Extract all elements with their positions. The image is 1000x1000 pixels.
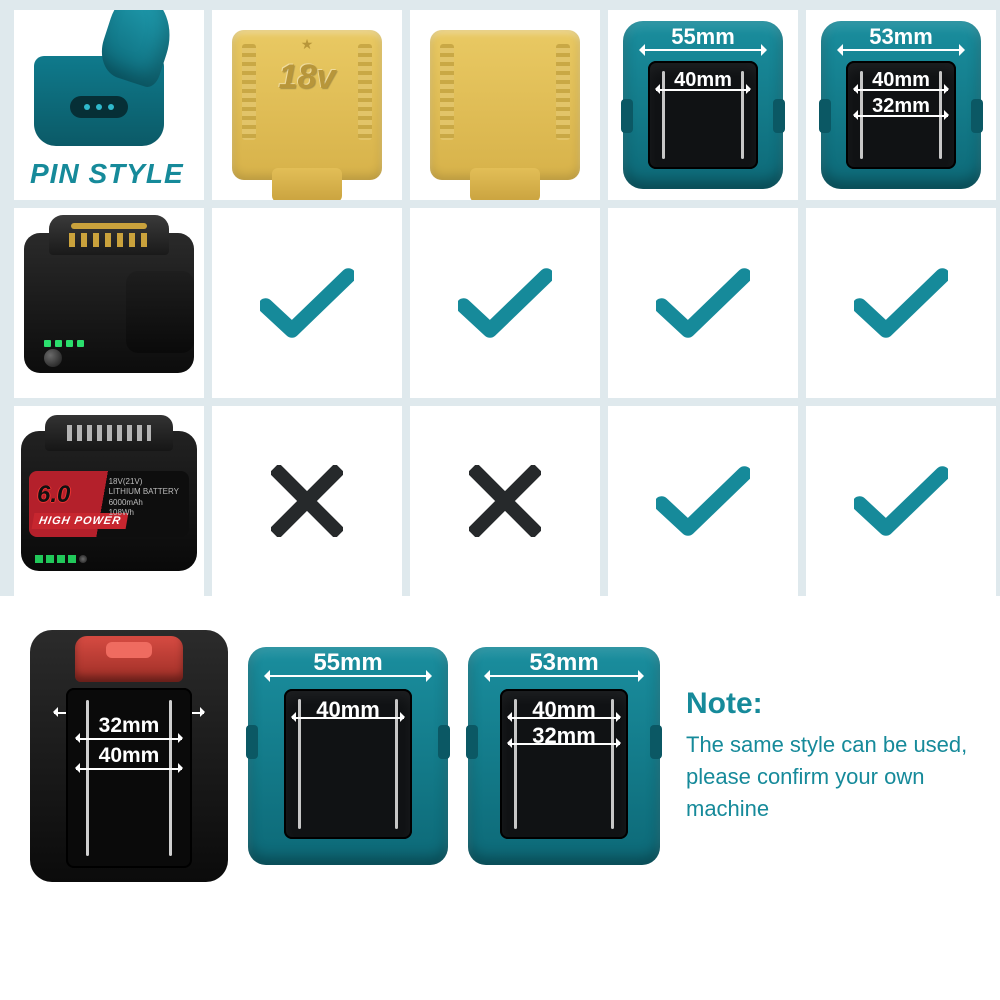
dimension-label: 32mm: [872, 95, 930, 117]
header-yellow-adapter-1: ★ 18v: [212, 10, 402, 200]
dimension-label: 40mm: [674, 69, 732, 91]
capacity-badge: 6.0: [37, 481, 70, 509]
compat-cell: [410, 208, 600, 398]
check-icon: [260, 268, 354, 338]
battery-clip: [75, 636, 183, 682]
detail-adapter-a: 55mm 40mm: [248, 647, 448, 865]
compat-cell: [608, 406, 798, 596]
battery-highpower: 6.0 HIGH POWER 18V(21V) LITHIUM BATTERY …: [21, 431, 197, 571]
tool-illustration: [34, 56, 164, 146]
compat-cell: [608, 208, 798, 398]
detail-battery: 60mm 32mm 40mm: [30, 630, 228, 882]
check-icon: [854, 268, 948, 338]
dimension-label: 40mm: [872, 69, 930, 91]
compat-cell: [212, 406, 402, 596]
check-icon: [656, 268, 750, 338]
cross-icon: [271, 465, 343, 537]
compat-cell: [212, 208, 402, 398]
header-tool: PIN STYLE: [14, 10, 204, 200]
star-icon: ★: [301, 36, 314, 53]
dimension-label: 53mm: [529, 649, 598, 676]
voltage-label: 18v: [232, 58, 382, 97]
header-teal-adapter-a: 55mm 40mm: [608, 10, 798, 200]
check-icon: [458, 268, 552, 338]
note-block: Note: The same style can be used, please…: [680, 687, 972, 825]
check-icon: [854, 466, 948, 536]
dimension-label: 55mm: [671, 24, 735, 49]
battery-spec-label: 18V(21V) LITHIUM BATTERY 6000mAh 108Wh: [109, 477, 179, 519]
yellow-adapter: [430, 30, 580, 180]
compat-cell: [410, 406, 600, 596]
teal-adapter: 55mm 40mm: [623, 21, 783, 189]
teal-adapter: 53mm 40mm 32mm: [821, 21, 981, 189]
yellow-adapter: ★ 18v: [232, 30, 382, 180]
dimension-label: 55mm: [313, 649, 382, 676]
row-battery-black: [14, 208, 204, 398]
detail-row: 60mm 32mm 40mm 55mm 40mm 53mm 40mm 32mm …: [0, 596, 1000, 882]
cross-icon: [469, 465, 541, 537]
dimension-label: 40mm: [99, 744, 160, 767]
dimension-label: 53mm: [869, 24, 933, 49]
dimension-label: 32mm: [99, 714, 160, 737]
compat-cell: [806, 406, 996, 596]
note-title: Note:: [686, 687, 972, 721]
header-yellow-adapter-2: [410, 10, 600, 200]
pin-style-label: PIN STYLE: [14, 152, 196, 200]
check-icon: [656, 466, 750, 536]
row-battery-red: 6.0 HIGH POWER 18V(21V) LITHIUM BATTERY …: [14, 406, 204, 596]
header-teal-adapter-b: 53mm 40mm 32mm: [806, 10, 996, 200]
detail-adapter-b: 53mm 40mm 32mm: [468, 647, 660, 865]
battery-makita: [24, 233, 194, 373]
note-text: The same style can be used, please confi…: [686, 729, 972, 825]
compatibility-grid: PIN STYLE ★ 18v 55mm 40mm 53mm 40m: [0, 0, 1000, 596]
compat-cell: [806, 208, 996, 398]
